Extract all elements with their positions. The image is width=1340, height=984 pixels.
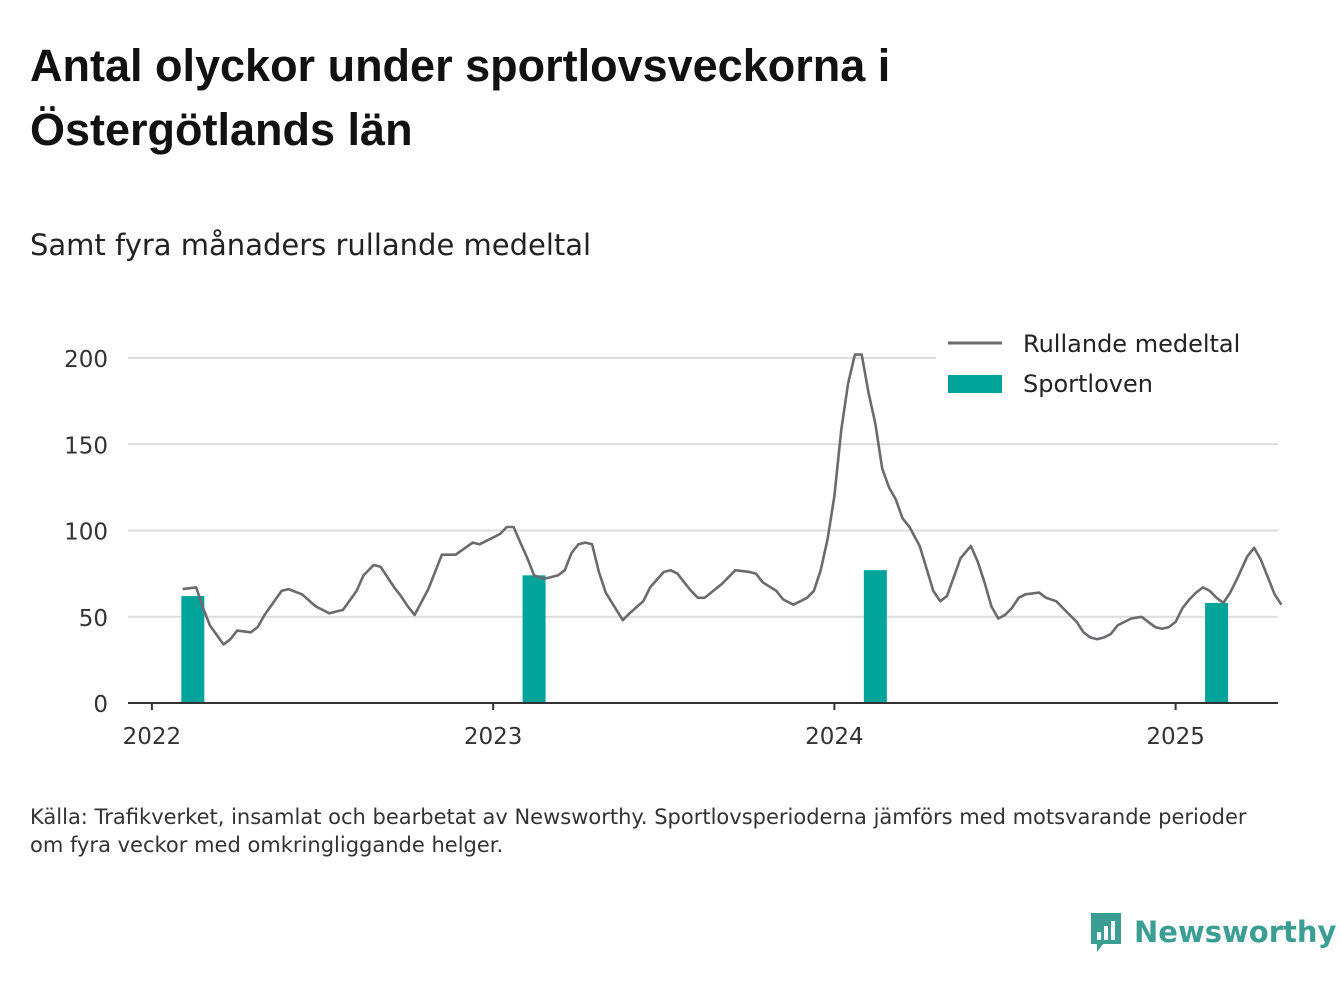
bar	[522, 575, 546, 703]
bar	[181, 596, 205, 703]
newsworthy-logo-icon	[1091, 913, 1121, 952]
series-line	[182, 353, 1283, 646]
x-axis-ticks: 2022 2023 2024 2025	[123, 703, 1205, 750]
y-tick-label: 150	[64, 433, 108, 459]
legend: Rullande medeltal Sportloven	[936, 326, 1278, 408]
legend-label-line: Rullande medeltal	[1023, 330, 1240, 358]
y-tick-label: 0	[93, 692, 108, 718]
y-axis-ticks: 0 50 100 150 200	[64, 347, 108, 718]
y-tick-label: 50	[79, 606, 108, 632]
brand-logo[interactable]: Newsworthy	[1088, 910, 1336, 954]
bar	[1205, 602, 1229, 703]
page-title: Antal olyckor under sportlovsveckorna i …	[30, 40, 891, 155]
page-subtitle: Samt fyra månaders rullande medeltal	[30, 228, 592, 262]
chart: 0 50 100 150 200 2022 2023 2024 2025 Rullande m…	[64, 326, 1283, 750]
legend-label-bar: Sportloven	[1023, 370, 1153, 398]
y-tick-label: 200	[64, 347, 108, 373]
x-tick-label: 2023	[464, 724, 523, 750]
bars	[181, 570, 1229, 703]
bar	[863, 570, 887, 703]
source-note: Källa: Trafikverket, insamlat och bearbe…	[30, 805, 1247, 857]
y-tick-label: 100	[64, 520, 108, 546]
x-tick-label: 2024	[805, 724, 864, 750]
x-tick-label: 2022	[123, 724, 182, 750]
brand-name: Newsworthy	[1134, 915, 1337, 949]
x-tick-label: 2025	[1146, 724, 1205, 750]
legend-swatch-bar	[948, 375, 1002, 393]
legend-background	[936, 326, 1278, 408]
lines	[182, 353, 1283, 646]
